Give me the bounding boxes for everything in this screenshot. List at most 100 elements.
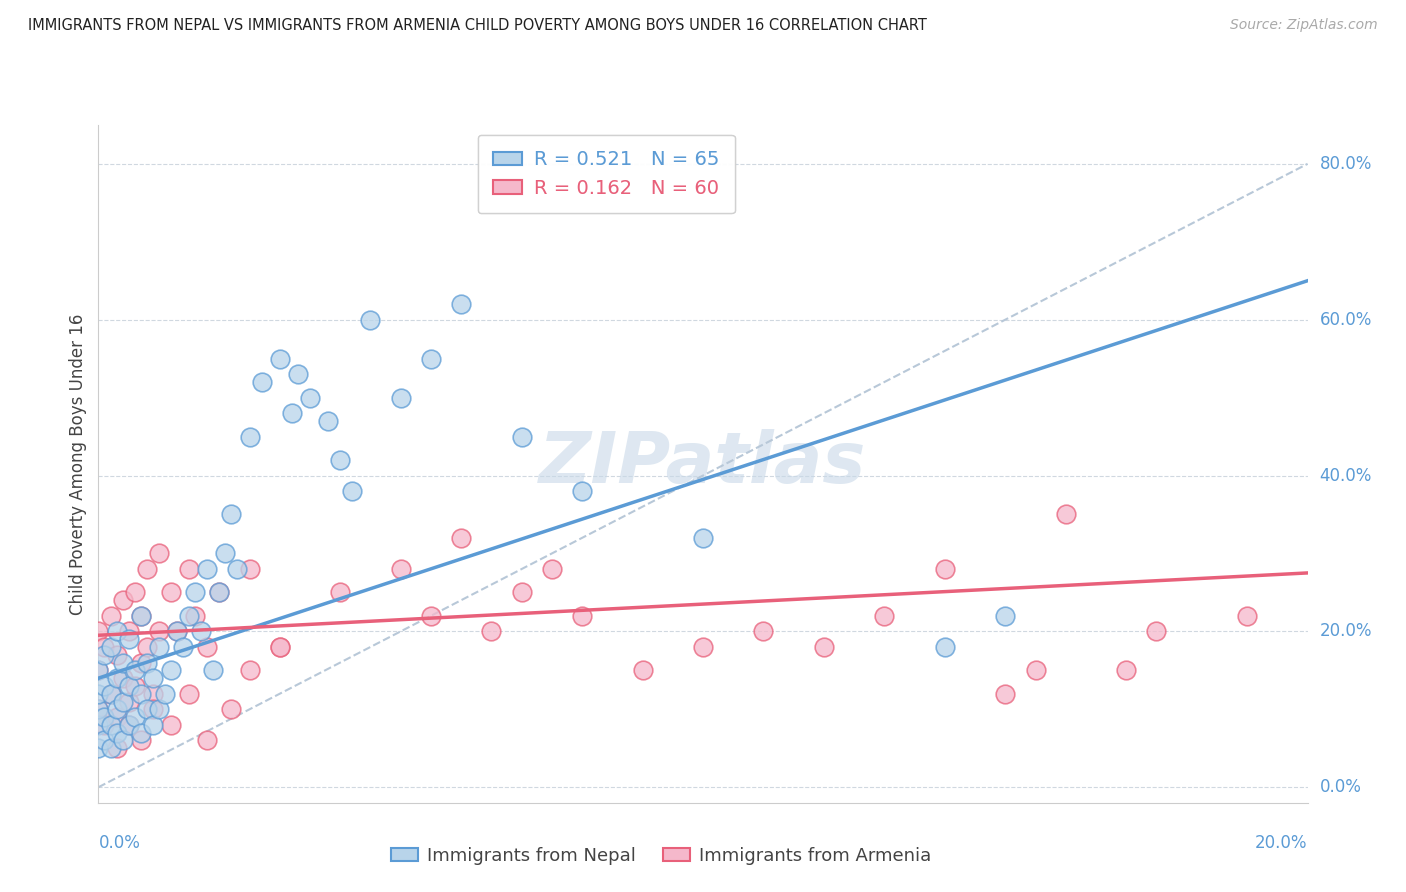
Point: [329, 453, 352, 467]
Point: [100, 741, 122, 756]
Point: [450, 531, 472, 545]
Point: [87, 663, 110, 677]
Point: [118, 679, 141, 693]
Point: [269, 640, 291, 654]
Point: [142, 702, 165, 716]
Point: [1024, 663, 1046, 677]
Point: [111, 671, 134, 685]
Text: Source: ZipAtlas.com: Source: ZipAtlas.com: [1230, 18, 1378, 32]
Point: [450, 297, 472, 311]
Point: [87, 702, 110, 716]
Point: [342, 484, 364, 499]
Point: [124, 585, 146, 599]
Point: [124, 663, 146, 677]
Point: [166, 624, 188, 639]
Point: [360, 312, 382, 326]
Point: [105, 725, 128, 739]
Point: [93, 733, 115, 747]
Point: [129, 608, 152, 623]
Point: [195, 640, 218, 654]
Point: [934, 640, 956, 654]
Text: 60.0%: 60.0%: [1320, 310, 1372, 328]
Point: [111, 656, 134, 670]
Point: [111, 694, 134, 708]
Point: [994, 608, 1017, 623]
Point: [87, 741, 110, 756]
Text: 20.0%: 20.0%: [1320, 623, 1372, 640]
Point: [1236, 608, 1258, 623]
Point: [93, 648, 115, 662]
Point: [934, 562, 956, 576]
Point: [214, 546, 236, 560]
Legend: Immigrants from Nepal, Immigrants from Armenia: Immigrants from Nepal, Immigrants from A…: [381, 838, 941, 874]
Point: [166, 624, 188, 639]
Point: [124, 710, 146, 724]
Point: [93, 718, 115, 732]
Point: [142, 671, 165, 685]
Point: [195, 733, 218, 747]
Point: [419, 608, 441, 623]
Point: [184, 585, 207, 599]
Point: [177, 608, 201, 623]
Point: [1054, 508, 1077, 522]
Point: [208, 585, 231, 599]
Point: [1144, 624, 1167, 639]
Point: [142, 687, 165, 701]
Point: [135, 640, 157, 654]
Point: [287, 368, 309, 382]
Point: [87, 663, 110, 677]
Point: [202, 663, 225, 677]
Point: [250, 375, 273, 389]
Point: [389, 562, 412, 576]
Point: [239, 429, 262, 443]
Point: [148, 624, 170, 639]
Point: [195, 562, 218, 576]
Point: [105, 648, 128, 662]
Point: [221, 508, 243, 522]
Point: [692, 640, 714, 654]
Point: [221, 702, 243, 716]
Point: [93, 679, 115, 693]
Text: 20.0%: 20.0%: [1256, 834, 1308, 852]
Point: [87, 687, 110, 701]
Point: [510, 429, 533, 443]
Point: [631, 663, 654, 677]
Point: [481, 624, 503, 639]
Point: [269, 351, 291, 366]
Point: [184, 608, 207, 623]
Point: [87, 624, 110, 639]
Point: [540, 562, 562, 576]
Point: [105, 702, 128, 716]
Point: [1115, 663, 1137, 677]
Point: [148, 702, 170, 716]
Point: [177, 687, 201, 701]
Legend: R = 0.521   N = 65, R = 0.162   N = 60: R = 0.521 N = 65, R = 0.162 N = 60: [478, 135, 735, 213]
Text: 0.0%: 0.0%: [1320, 778, 1361, 797]
Point: [129, 656, 152, 670]
Point: [129, 608, 152, 623]
Point: [299, 391, 322, 405]
Point: [100, 640, 122, 654]
Point: [100, 687, 122, 701]
Point: [148, 546, 170, 560]
Point: [329, 585, 352, 599]
Point: [105, 710, 128, 724]
Point: [994, 687, 1017, 701]
Point: [692, 531, 714, 545]
Point: [100, 608, 122, 623]
Point: [105, 671, 128, 685]
Point: [172, 640, 194, 654]
Point: [87, 702, 110, 716]
Point: [118, 632, 141, 647]
Point: [208, 585, 231, 599]
Point: [239, 562, 262, 576]
Text: ZIPatlas: ZIPatlas: [540, 429, 866, 499]
Point: [129, 725, 152, 739]
Point: [160, 663, 183, 677]
Point: [87, 718, 110, 732]
Y-axis label: Child Poverty Among Boys Under 16: Child Poverty Among Boys Under 16: [69, 313, 87, 615]
Text: IMMIGRANTS FROM NEPAL VS IMMIGRANTS FROM ARMENIA CHILD POVERTY AMONG BOYS UNDER : IMMIGRANTS FROM NEPAL VS IMMIGRANTS FROM…: [28, 18, 927, 33]
Point: [281, 406, 304, 420]
Point: [160, 585, 183, 599]
Point: [105, 624, 128, 639]
